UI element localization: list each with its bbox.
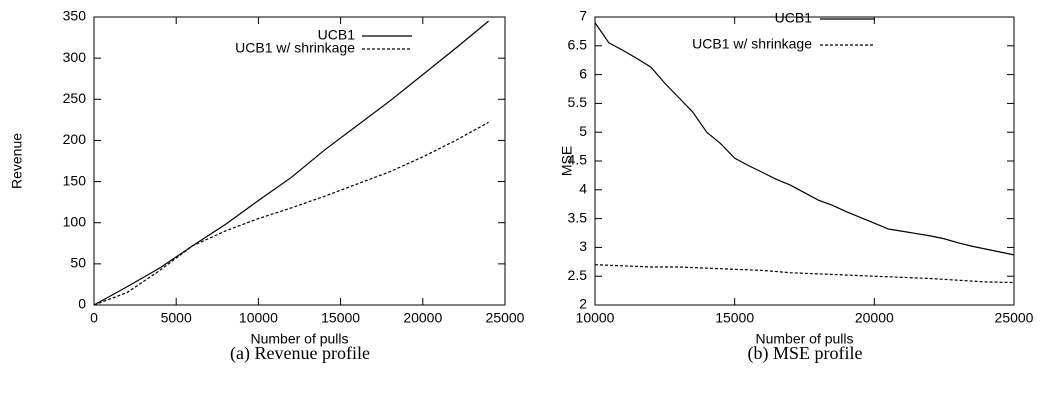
x-axis-label: Number of pulls <box>755 331 853 347</box>
y-tick-label: 350 <box>63 8 87 24</box>
y-tick-label: 250 <box>63 90 87 106</box>
series-line <box>594 22 1015 256</box>
y-tick-label: 7 <box>579 8 587 24</box>
y-tick-label: 3.5 <box>568 209 588 225</box>
y-tick-label: 2 <box>579 296 587 312</box>
y-tick-label: 3 <box>579 238 587 254</box>
y-tick-label: 100 <box>63 213 87 229</box>
x-tick-label: 20000 <box>855 310 894 326</box>
y-tick-label: 0 <box>78 296 86 312</box>
y-tick-label: 6 <box>579 65 587 81</box>
legend-label: UCB1 w/ shrinkage <box>235 40 355 56</box>
y-tick-label: 150 <box>63 172 87 188</box>
legend-label: UCB1 <box>318 27 356 43</box>
x-tick-label: 15000 <box>321 310 360 326</box>
y-tick-label: 4.5 <box>568 152 588 168</box>
x-tick-label: 15000 <box>715 310 754 326</box>
x-tick-label: 0 <box>90 310 98 326</box>
legend-label: UCB1 <box>775 10 813 26</box>
x-tick-label: 25000 <box>486 310 525 326</box>
y-tick-label: 2.5 <box>568 267 588 283</box>
y-tick-label: 5 <box>579 123 587 139</box>
y-axis-label: MSE <box>559 146 575 176</box>
y-tick-label: 50 <box>70 255 86 271</box>
x-tick-label: 10000 <box>239 310 278 326</box>
caption: (a) Revenue profile <box>230 343 370 364</box>
x-axis-label: Number of pulls <box>250 331 348 347</box>
plot-frame <box>594 16 1015 306</box>
series-line <box>93 20 489 306</box>
y-tick-label: 6.5 <box>568 37 588 53</box>
legend-label: UCB1 w/ shrinkage <box>692 36 812 52</box>
plot-frame <box>93 16 506 306</box>
y-tick-label: 4 <box>579 181 587 197</box>
x-tick-label: 5000 <box>161 310 192 326</box>
caption: (b) MSE profile <box>748 343 863 364</box>
series-line <box>594 264 1015 284</box>
x-tick-label: 20000 <box>403 310 442 326</box>
series-line <box>93 121 489 306</box>
y-tick-label: 5.5 <box>568 94 588 110</box>
y-axis-label: Revenue <box>9 133 25 189</box>
x-tick-label: 25000 <box>995 310 1034 326</box>
x-tick-label: 10000 <box>576 310 615 326</box>
y-tick-label: 300 <box>63 49 87 65</box>
y-tick-label: 200 <box>63 131 87 147</box>
